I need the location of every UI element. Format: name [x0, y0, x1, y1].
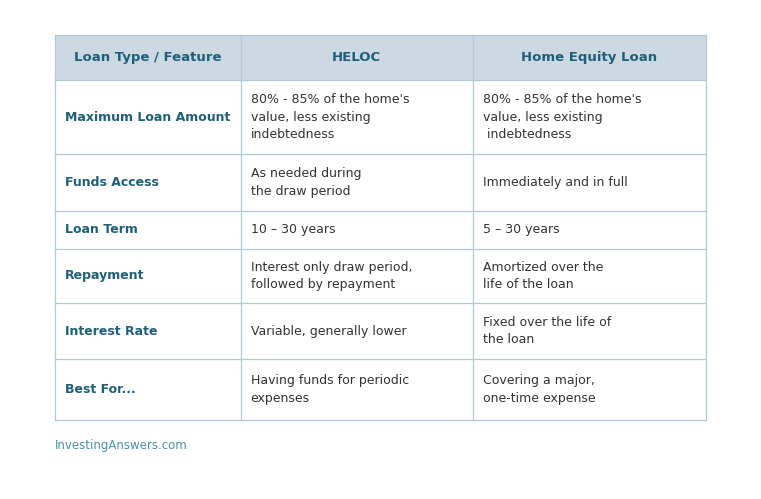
Bar [473, 359, 706, 420]
Text: 80% - 85% of the home's
value, less existing
 indebtedness: 80% - 85% of the home's value, less exis… [483, 93, 642, 141]
Text: Loan Type / Feature: Loan Type / Feature [74, 51, 221, 64]
Bar [240, 303, 473, 359]
Bar [240, 249, 473, 303]
Text: Covering a major,
one-time expense: Covering a major, one-time expense [483, 374, 596, 405]
Bar [473, 80, 706, 154]
Text: Funds Access: Funds Access [65, 176, 159, 189]
Text: Home Equity Loan: Home Equity Loan [521, 51, 658, 64]
Bar [55, 359, 240, 420]
Bar [473, 249, 706, 303]
Bar [240, 35, 473, 80]
Text: Interest only draw period,
followed by repayment: Interest only draw period, followed by r… [250, 260, 412, 291]
Bar [473, 211, 706, 249]
Text: Having funds for periodic
expenses: Having funds for periodic expenses [250, 374, 409, 405]
Text: Variable, generally lower: Variable, generally lower [250, 324, 406, 337]
Bar [240, 80, 473, 154]
Text: Interest Rate: Interest Rate [65, 324, 158, 337]
Text: Maximum Loan Amount: Maximum Loan Amount [65, 111, 231, 124]
Text: 10 – 30 years: 10 – 30 years [250, 223, 335, 236]
Bar [473, 303, 706, 359]
Bar [473, 35, 706, 80]
Bar [240, 359, 473, 420]
Bar [473, 154, 706, 211]
Bar [55, 154, 240, 211]
Text: 5 – 30 years: 5 – 30 years [483, 223, 559, 236]
Text: 80% - 85% of the home's
value, less existing
indebtedness: 80% - 85% of the home's value, less exis… [250, 93, 409, 141]
Bar [55, 80, 240, 154]
Bar [55, 249, 240, 303]
Text: As needed during
the draw period: As needed during the draw period [250, 167, 361, 198]
Text: Best For...: Best For... [65, 383, 135, 396]
Bar [55, 303, 240, 359]
Text: HELOC: HELOC [332, 51, 381, 64]
Text: Loan Term: Loan Term [65, 223, 138, 236]
Bar [55, 211, 240, 249]
Text: Repayment: Repayment [65, 269, 145, 282]
Bar [240, 154, 473, 211]
Text: InvestingAnswers.com: InvestingAnswers.com [55, 439, 188, 452]
Text: Amortized over the
life of the loan: Amortized over the life of the loan [483, 260, 603, 291]
Text: Fixed over the life of
the loan: Fixed over the life of the loan [483, 316, 611, 346]
Bar [55, 35, 240, 80]
Text: Immediately and in full: Immediately and in full [483, 176, 628, 189]
Bar [240, 211, 473, 249]
